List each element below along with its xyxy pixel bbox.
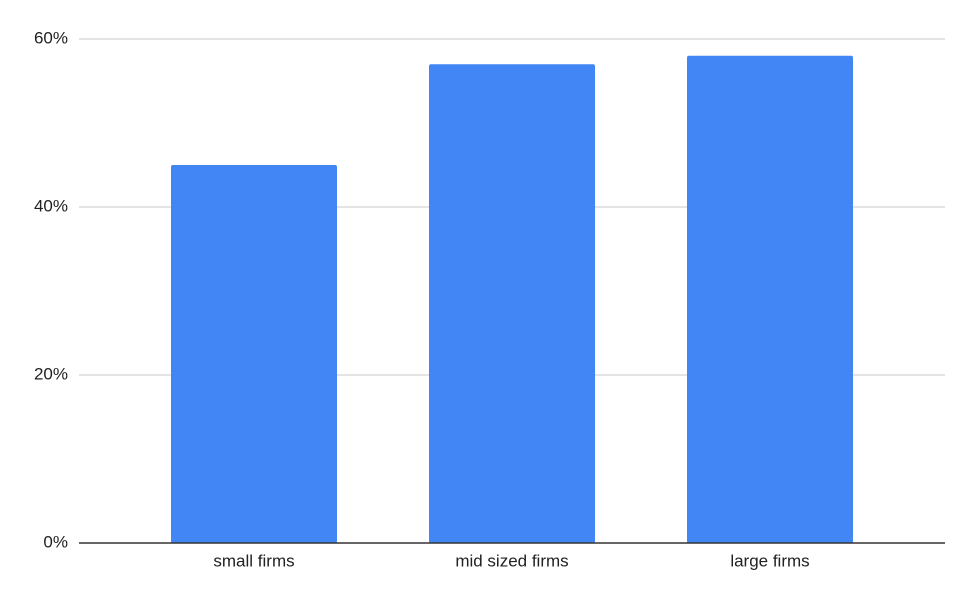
bar: [429, 64, 595, 543]
y-tick-label: 60%: [34, 28, 68, 47]
x-tick-label: large firms: [730, 551, 809, 570]
x-tick-label: mid sized firms: [455, 551, 568, 570]
bar: [171, 165, 337, 543]
y-tick-label: 40%: [34, 196, 68, 215]
x-tick-label: small firms: [213, 551, 294, 570]
y-tick-label: 20%: [34, 364, 68, 383]
bar: [687, 55, 853, 544]
y-tick-label: 0%: [43, 532, 68, 551]
